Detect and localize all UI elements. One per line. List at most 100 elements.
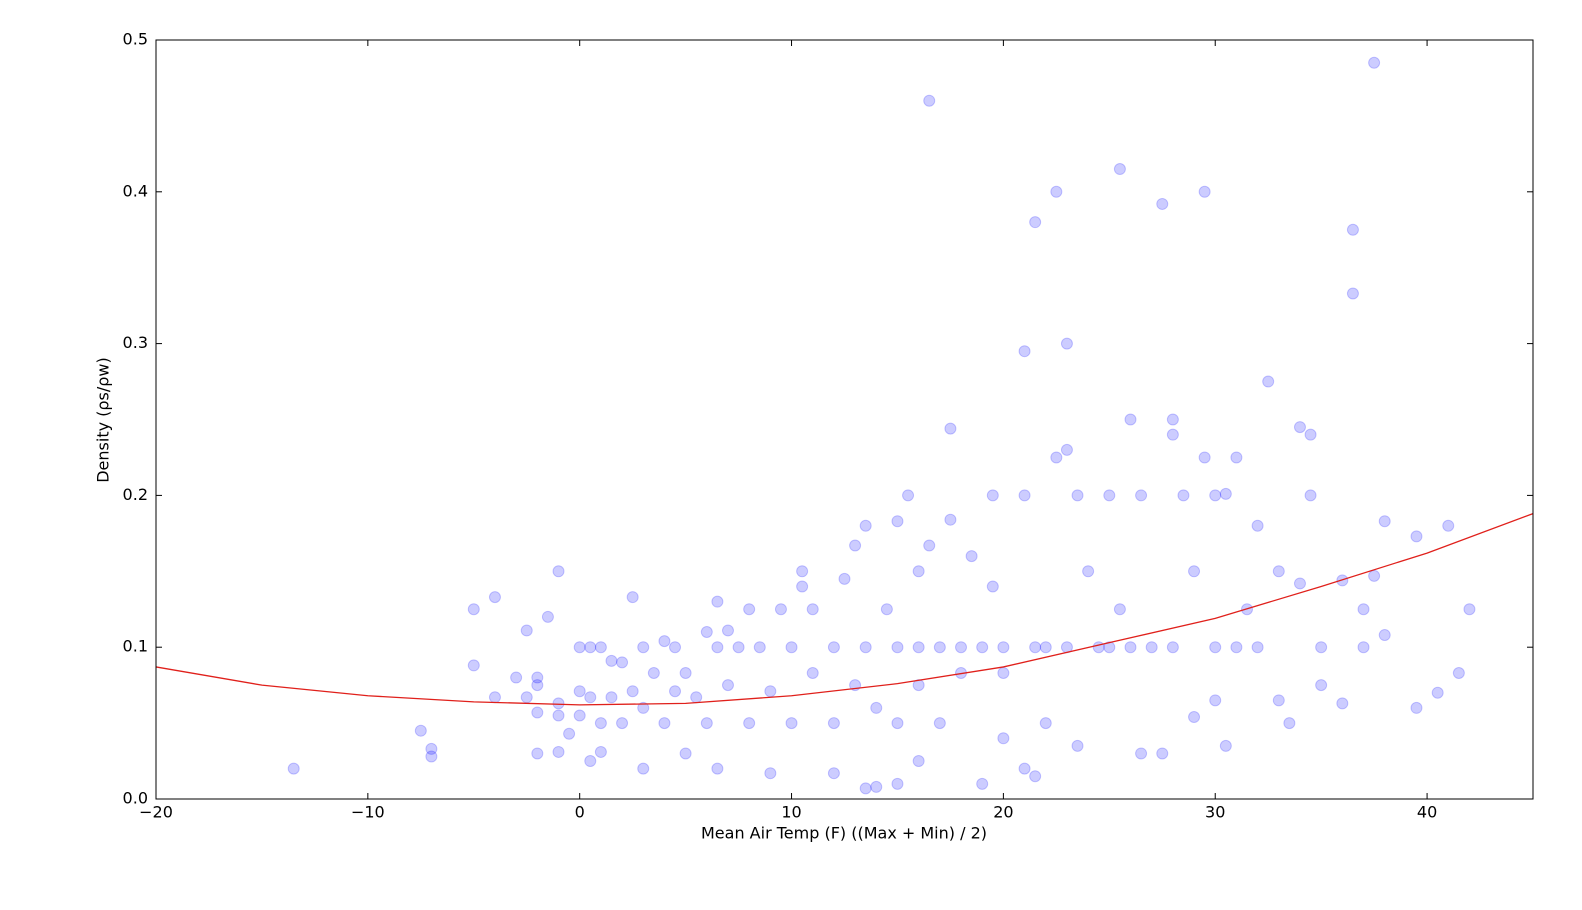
scatter-point (1283, 717, 1296, 730)
scatter-point (838, 572, 851, 585)
scatter-point (552, 565, 565, 578)
scatter-point (616, 656, 629, 669)
scatter-point (1135, 747, 1148, 760)
scatter-point (1092, 641, 1105, 654)
scatter-point (605, 691, 618, 704)
scatter-point (1346, 287, 1359, 300)
scatter-point (743, 717, 756, 730)
scatter-point (616, 717, 629, 730)
scatter-point (1050, 451, 1063, 464)
scatter-point (891, 777, 904, 790)
scatter-point (1293, 421, 1306, 434)
x-tick-label: 0 (575, 803, 585, 822)
scatter-point (965, 550, 978, 563)
scatter-point (1293, 577, 1306, 590)
scatter-point (1050, 185, 1063, 198)
scatter-point (711, 762, 724, 775)
scatter-point (870, 701, 883, 714)
scatter-point (912, 755, 925, 768)
scatter-point (711, 595, 724, 608)
scatter-point (870, 780, 883, 793)
scatter-point (1431, 686, 1444, 699)
scatter-point (732, 641, 745, 654)
scatter-point (1060, 443, 1073, 456)
y-tick-label: 0.2 (123, 485, 148, 504)
scatter-point (1135, 489, 1148, 502)
scatter-point (1071, 489, 1084, 502)
scatter-point (1209, 489, 1222, 502)
scatter-point (626, 685, 639, 698)
fit-line (155, 513, 1534, 706)
scatter-point (488, 691, 501, 704)
scatter-point (541, 610, 554, 623)
scatter-point (1346, 223, 1359, 236)
scatter-point (637, 701, 650, 714)
scatter-point (700, 717, 713, 730)
scatter-point (531, 706, 544, 719)
scatter-point (806, 667, 819, 680)
scatter-point (690, 691, 703, 704)
scatter-point (1018, 489, 1031, 502)
scatter-point (891, 641, 904, 654)
scatter-point (880, 603, 893, 616)
y-axis-label: Density (ρs/ρw) (94, 357, 113, 483)
scatter-point (859, 641, 872, 654)
scatter-point (594, 641, 607, 654)
scatter-point (986, 489, 999, 502)
scatter-point (785, 641, 798, 654)
scatter-point (1463, 603, 1476, 616)
scatter-point (1442, 519, 1455, 532)
scatter-point (912, 641, 925, 654)
scatter-point (658, 717, 671, 730)
y-tick-label: 0.0 (123, 789, 148, 808)
scatter-point (584, 641, 597, 654)
scatter-point (923, 94, 936, 107)
scatter-point (1272, 694, 1285, 707)
scatter-point (923, 539, 936, 552)
scatter-point (1198, 185, 1211, 198)
scatter-point (1209, 641, 1222, 654)
scatter-point (573, 709, 586, 722)
scatter-point (531, 679, 544, 692)
scatter-point (1188, 565, 1201, 578)
scatter-point (467, 659, 480, 672)
scatter-point (552, 709, 565, 722)
scatter-point (1124, 641, 1137, 654)
scatter-point (1113, 603, 1126, 616)
scatter-point (1357, 603, 1370, 616)
scatter-point (1029, 216, 1042, 229)
scatter-point (1315, 679, 1328, 692)
scatter-point (584, 691, 597, 704)
scatter-point (859, 782, 872, 795)
scatter-point (1219, 739, 1232, 752)
scatter-point (679, 667, 692, 680)
scatter-point (827, 717, 840, 730)
scatter-point (488, 591, 501, 604)
scatter-point (425, 742, 438, 755)
scatter-point (1368, 569, 1381, 582)
scatter-point (1166, 641, 1179, 654)
scatter-point (1029, 641, 1042, 654)
scatter-point (1156, 197, 1169, 210)
scatter-point (605, 654, 618, 667)
scatter-point (764, 767, 777, 780)
scatter-point (944, 513, 957, 526)
scatter-point (1082, 565, 1095, 578)
scatter-point (1166, 428, 1179, 441)
scatter-point (1198, 451, 1211, 464)
scatter-point (1209, 694, 1222, 707)
scatter-point (1272, 565, 1285, 578)
plot-frame (155, 39, 1534, 800)
scatter-point (1304, 489, 1317, 502)
scatter-point (1262, 375, 1275, 388)
scatter-point (1029, 770, 1042, 783)
scatter-point (721, 679, 734, 692)
scatter-point (637, 762, 650, 775)
scatter-point (563, 727, 576, 740)
scatter-point (997, 732, 1010, 745)
scatter-point (1060, 337, 1073, 350)
scatter-point (849, 539, 862, 552)
scatter-point (669, 685, 682, 698)
scatter-point (891, 515, 904, 528)
